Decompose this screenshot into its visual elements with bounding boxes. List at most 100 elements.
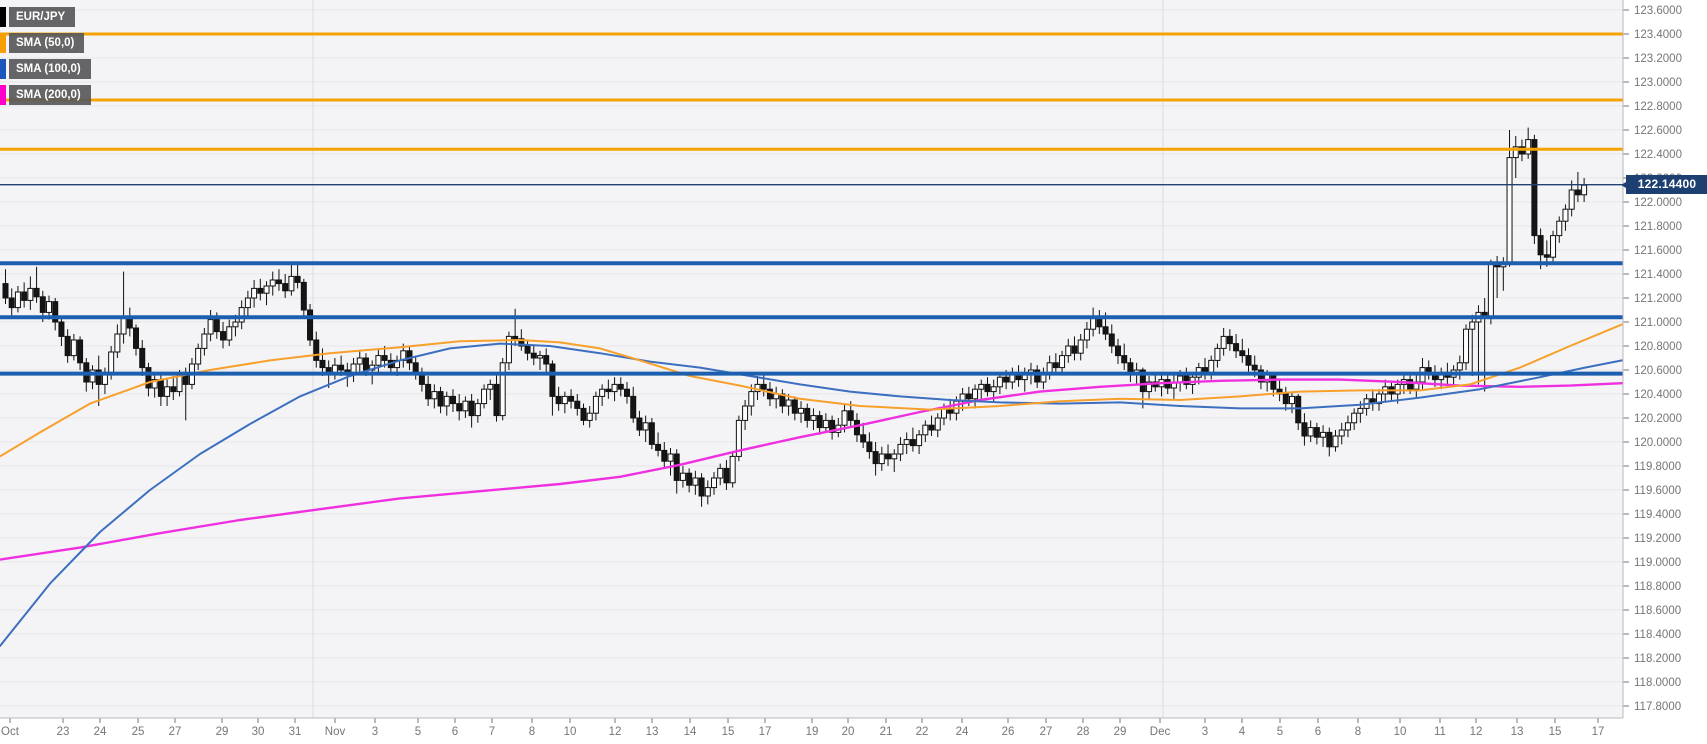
- x-tick-label: 4: [1239, 726, 1246, 738]
- candle-bear: [157, 379, 164, 397]
- candle-bull: [244, 297, 251, 309]
- candle-bull: [1208, 359, 1215, 373]
- x-tick-label: 7: [489, 726, 495, 738]
- x-tick-label: 22: [916, 726, 929, 738]
- candle-bull: [1463, 328, 1470, 364]
- candle-bear: [543, 355, 550, 365]
- candle-bull: [1214, 347, 1221, 361]
- x-tick-label: 15: [1549, 726, 1562, 738]
- candle-bear: [456, 403, 463, 412]
- candle-bull: [642, 422, 649, 431]
- candle-bull: [1059, 355, 1066, 369]
- candle-bull: [201, 333, 208, 349]
- y-tick-label: 123.4000: [1634, 29, 1682, 41]
- candle-bull: [1506, 157, 1513, 263]
- y-tick-label: 119.6000: [1634, 485, 1681, 497]
- candle-bull: [934, 417, 941, 431]
- candle-bull: [1289, 395, 1296, 405]
- candle-bear: [275, 279, 282, 285]
- candle-bear: [1052, 362, 1059, 369]
- candle-bear: [220, 331, 227, 341]
- x-tick-label: 6: [452, 726, 458, 738]
- x-axis[interactable]: Oct 23 24 25 27 29 30 31 Nov 3 5 6 7 8 10 12 13 14 15 17 19 2…: [1, 718, 1604, 738]
- candle-bull: [151, 379, 158, 389]
- x-tick-label: 29: [216, 726, 229, 738]
- candle-bull: [195, 347, 202, 365]
- x-tick-label: 26: [1002, 726, 1015, 738]
- y-tick-label: 121.8000: [1634, 221, 1682, 233]
- candle-bear: [530, 352, 537, 359]
- x-tick-label: 27: [169, 726, 182, 738]
- candle-bear: [512, 335, 519, 340]
- x-tick-label: 12: [609, 726, 622, 738]
- candle-bull: [822, 419, 829, 429]
- candle-bear: [847, 410, 854, 421]
- candle-bull: [1146, 381, 1153, 393]
- candle-bull: [841, 410, 848, 426]
- x-tick-label: 19: [806, 726, 819, 738]
- y-tick-label: 123.0000: [1634, 77, 1682, 89]
- candle-bull: [27, 287, 34, 301]
- x-tick-label: 5: [1277, 726, 1283, 738]
- x-tick-label: 3: [1202, 726, 1208, 738]
- candle-bear: [1183, 375, 1190, 385]
- candle-bull: [1487, 263, 1494, 318]
- y-tick-label: 119.8000: [1634, 461, 1681, 473]
- candle-bull: [251, 287, 258, 299]
- sma200-swatch: [0, 85, 6, 105]
- candle-bull: [1456, 362, 1463, 371]
- candle-bear: [1121, 355, 1128, 364]
- candle-bear: [170, 386, 177, 393]
- candle-bull: [972, 388, 979, 400]
- sma200-label: SMA (200,0): [9, 85, 91, 105]
- candle-bear: [909, 439, 916, 447]
- candle-bear: [2, 283, 9, 299]
- x-tick-label: 30: [252, 726, 265, 738]
- candle-bear: [1233, 343, 1240, 352]
- candle-bull: [356, 357, 363, 365]
- x-tick-label: 24: [94, 726, 107, 738]
- candle-bull: [1046, 362, 1053, 373]
- y-tick-label: 119.4000: [1634, 509, 1681, 521]
- candle-bull: [903, 439, 910, 445]
- candle-bull: [269, 279, 276, 287]
- y-tick-label: 122.0000: [1634, 197, 1682, 209]
- candle-bear: [294, 275, 301, 283]
- sma50-line: [0, 323, 1623, 458]
- candle-bear: [1071, 345, 1078, 354]
- candle-bear: [965, 393, 972, 400]
- candle-bull: [1338, 429, 1345, 437]
- candle-bear: [1226, 335, 1233, 345]
- candle-bear: [760, 383, 767, 390]
- candle-bear: [52, 301, 59, 323]
- candle-bear: [139, 347, 146, 369]
- candle-bull: [810, 415, 817, 421]
- candle-bear: [630, 395, 637, 419]
- candle-bull: [922, 424, 929, 436]
- y-tick-label: 118.6000: [1634, 605, 1681, 617]
- x-tick-label: 3: [372, 726, 378, 738]
- candle-bull: [996, 376, 1003, 388]
- candle-bull: [1344, 422, 1351, 431]
- candle-bear: [313, 339, 320, 361]
- candle-bear: [95, 369, 102, 385]
- candle-bear: [468, 400, 475, 417]
- candle-bear: [860, 434, 867, 443]
- y-axis[interactable]: 123.6000 123.4000 123.2000 123.0000 122.8000…: [1623, 5, 1682, 713]
- candle-bear: [33, 287, 40, 298]
- candle-bear: [885, 453, 892, 460]
- candle-bull: [288, 275, 295, 292]
- candle-bear: [1108, 333, 1115, 347]
- candle-bear: [829, 419, 836, 433]
- candle-bull: [89, 369, 96, 383]
- candle-bull: [1562, 208, 1569, 222]
- sma100-line: [0, 342, 1623, 647]
- candle-bear: [282, 283, 289, 292]
- sma100-swatch: [0, 59, 6, 79]
- candle-bull: [611, 383, 618, 393]
- candle-bear: [133, 327, 140, 349]
- candle-bear: [984, 383, 991, 393]
- sma100-label: SMA (100,0): [9, 59, 91, 79]
